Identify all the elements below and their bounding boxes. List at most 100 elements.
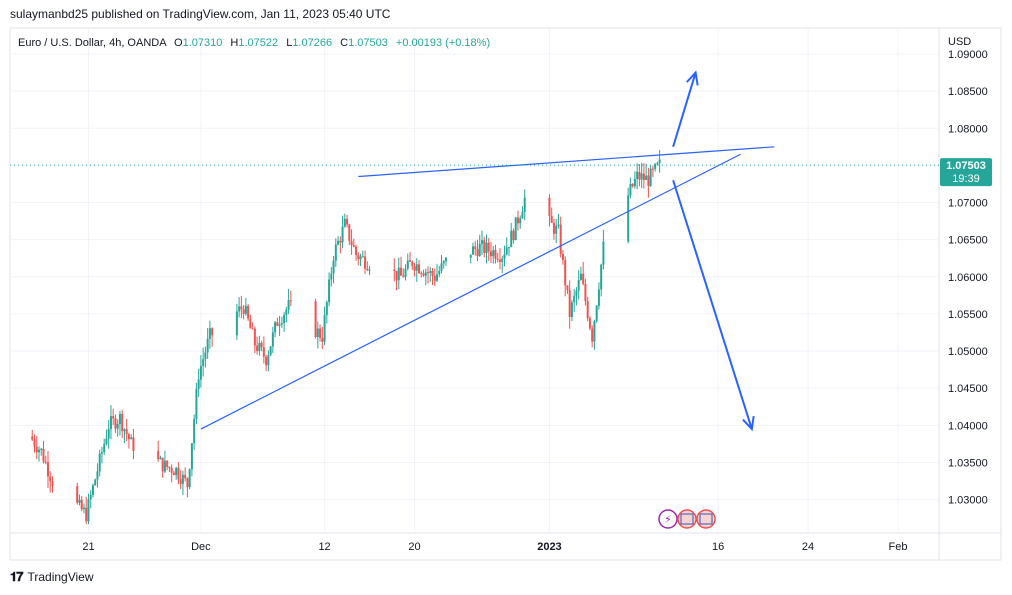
candle-body	[649, 168, 652, 187]
time-tick-label: Feb	[889, 541, 908, 553]
candle-body	[253, 328, 256, 346]
price-tick-label: 1.04500	[948, 383, 988, 395]
candle-body	[516, 217, 519, 224]
candle-body	[656, 163, 659, 165]
candles	[31, 149, 661, 525]
candle-body	[577, 280, 580, 291]
price-tick-label: 1.06000	[948, 272, 988, 284]
price-tick-label: 1.08500	[948, 86, 988, 98]
candle-body	[548, 197, 551, 216]
candle-body	[427, 272, 430, 274]
candle-body	[280, 323, 283, 325]
time-tick-label: 2023	[537, 541, 561, 553]
candle-body	[269, 346, 272, 356]
brand-text: TradingView	[27, 570, 94, 584]
candle-body	[98, 453, 101, 472]
flag-canton-icon-2	[699, 513, 713, 525]
candle-body	[211, 328, 214, 336]
candle-body	[40, 448, 43, 450]
candle-body	[274, 322, 277, 333]
candle-body	[552, 222, 555, 234]
candle-body	[550, 215, 553, 223]
candle-body	[202, 359, 205, 366]
candle-body	[235, 311, 238, 336]
candle-body	[78, 499, 81, 503]
candle-body	[271, 332, 274, 347]
candle-body	[627, 195, 630, 242]
candle-body	[118, 414, 121, 425]
low-value: 1.07266	[292, 37, 332, 49]
price-tick-label: 1.07000	[948, 198, 988, 210]
candle-body	[190, 443, 193, 470]
tradingview-logo[interactable]: 𝟏𝟕 TradingView	[10, 569, 94, 585]
candle-body	[109, 416, 112, 430]
price-tick-label: 1.05500	[948, 309, 988, 321]
candle-body	[247, 305, 250, 319]
candle-body	[103, 443, 106, 453]
candle-body	[33, 439, 36, 447]
candle-body	[51, 481, 54, 487]
candle-body	[476, 249, 479, 256]
candle-body	[638, 171, 641, 180]
time-tick-label: 24	[802, 541, 814, 553]
candle-body	[186, 478, 189, 488]
candle-body	[193, 418, 196, 444]
candle-body	[575, 290, 578, 296]
candle-body	[96, 471, 99, 480]
event-markers[interactable]: ⚡	[658, 509, 716, 529]
candle-body	[498, 259, 501, 262]
candle-body	[359, 256, 362, 260]
candle-body	[600, 264, 603, 290]
candle-body	[107, 429, 110, 439]
candle-body	[35, 446, 38, 453]
candle-body	[267, 355, 270, 366]
candle-body	[559, 224, 562, 254]
publish-header: sulaymanbd25 published on TradingView.co…	[10, 7, 391, 21]
candle-body	[406, 260, 409, 269]
candle-body	[568, 290, 571, 317]
price-tick-label: 1.03000	[948, 495, 988, 507]
price-tick-label: 1.06500	[948, 235, 988, 247]
candle-body	[175, 467, 178, 476]
candle-body	[346, 218, 349, 225]
candle-body	[130, 437, 133, 440]
candle-body	[184, 474, 187, 479]
candle-body	[350, 240, 353, 246]
lower-support-line	[200, 153, 741, 430]
candle-body	[485, 242, 488, 253]
candle-body	[289, 300, 292, 302]
flag-canton-icon	[680, 513, 694, 525]
price-axis[interactable]: 1.090001.085001.080001.075001.070001.065…	[948, 49, 988, 507]
dividend-event-icon[interactable]	[658, 509, 678, 529]
candle-body	[400, 267, 403, 276]
candle-body	[244, 305, 247, 314]
candle-body	[586, 301, 589, 319]
candle-body	[325, 302, 328, 316]
candle-body	[433, 275, 436, 281]
candle-body	[436, 274, 439, 281]
candle-body	[199, 365, 202, 380]
candle-body	[573, 295, 576, 303]
candle-body	[424, 272, 427, 276]
candle-body	[471, 246, 474, 255]
close-label: C	[340, 37, 348, 49]
time-axis[interactable]: 21 Dec 12 20 2023 16 24 Feb	[82, 541, 907, 553]
candle-body	[179, 479, 182, 484]
candle-body	[357, 255, 360, 260]
candle-body	[364, 256, 367, 269]
candle-body	[474, 246, 477, 250]
candle-body	[172, 472, 175, 476]
up-scenario-arrow-head	[686, 70, 699, 86]
candle-body	[85, 507, 88, 522]
candle-body	[368, 269, 371, 271]
candle-body	[76, 486, 79, 503]
grid	[10, 28, 939, 533]
candle-body	[597, 289, 600, 306]
candle-body	[341, 226, 344, 243]
candle-body	[503, 254, 506, 259]
candle-body	[519, 218, 522, 224]
candle-body	[438, 270, 441, 275]
drawings	[200, 70, 775, 432]
candle-body	[355, 246, 358, 256]
